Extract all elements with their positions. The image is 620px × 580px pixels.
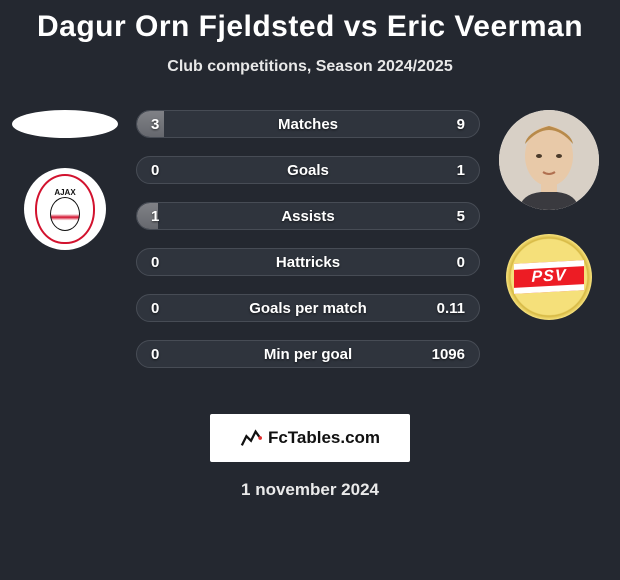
ajax-logo-icon: AJAX [35,174,95,244]
stat-label: Min per goal [137,346,479,363]
stat-right-value: 0 [457,254,465,271]
stat-label: Goals per match [137,300,479,317]
stat-bar: 0Hattricks0 [136,248,480,276]
stat-bar: 0Min per goal1096 [136,340,480,368]
right-player-column: PSV [492,110,606,320]
stat-bar: 0Goals per match0.11 [136,294,480,322]
stat-bars: 3Matches90Goals11Assists50Hattricks00Goa… [136,110,480,368]
subtitle: Club competitions, Season 2024/2025 [0,58,620,76]
page-title: Dagur Orn Fjeldsted vs Eric Veerman [0,0,620,44]
stat-right-value: 1 [457,162,465,179]
stat-right-value: 5 [457,208,465,225]
left-player-column: AJAX [8,110,122,250]
left-player-avatar [12,110,118,138]
stat-bar: 0Goals1 [136,156,480,184]
stat-right-value: 0.11 [437,300,465,317]
watermark-badge: FcTables.com [210,414,410,462]
stat-label: Goals [137,162,479,179]
player-face-icon [499,110,599,210]
left-club-logo: AJAX [24,168,106,250]
psv-logo-icon: PSV [514,260,584,294]
stat-bar: 1Assists5 [136,202,480,230]
stat-right-value: 9 [457,116,465,133]
right-player-avatar [499,110,599,210]
stat-label: Matches [137,116,479,133]
stat-right-value: 1096 [432,346,465,363]
stat-bar: 3Matches9 [136,110,480,138]
comparison-panel: AJAX PSV 3Matches90Goals11Assists50Hattr… [0,110,620,390]
watermark-text: FcTables.com [268,428,380,448]
stat-label: Hattricks [137,254,479,271]
date-label: 1 november 2024 [0,480,620,500]
right-club-logo: PSV [506,234,592,320]
stat-label: Assists [137,208,479,225]
fctables-logo-icon [240,427,262,449]
